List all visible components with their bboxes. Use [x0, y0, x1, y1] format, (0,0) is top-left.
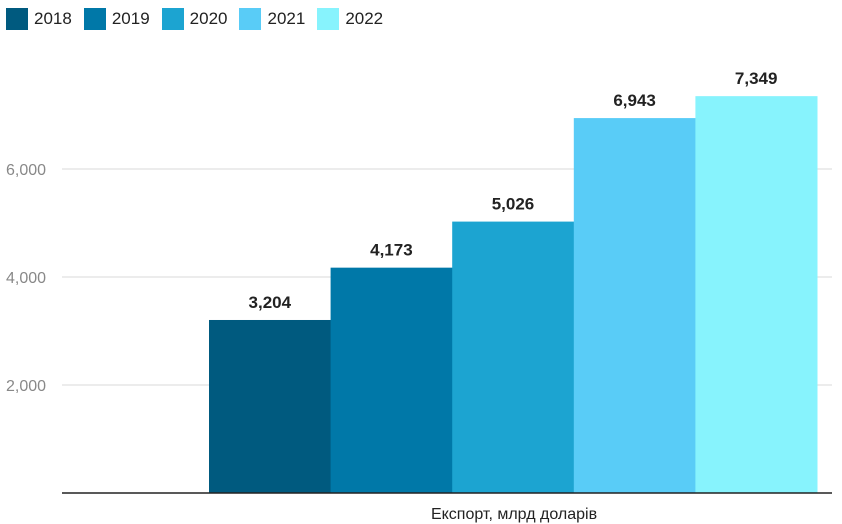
legend-label: 2021 [267, 9, 306, 28]
legend-item-2022[interactable]: 2022 [317, 8, 383, 30]
legend-item-2021[interactable]: 2021 [239, 8, 305, 30]
bar-2020 [452, 221, 575, 493]
legend-item-2019[interactable]: 2019 [83, 8, 150, 30]
y-tick-label: 2,000 [6, 378, 46, 395]
bar-value-label: 7,349 [735, 69, 778, 88]
bar-2022 [695, 96, 818, 494]
chart-legend: 2018 2019 2020 2021 2022 [6, 6, 383, 32]
legend-swatch [317, 8, 340, 30]
legend-item-2018[interactable]: 2018 [6, 8, 72, 30]
legend-label: 2018 [34, 9, 72, 28]
legend-label: 2022 [345, 9, 384, 28]
y-tick-label: 4,000 [6, 270, 46, 287]
bar-value-label: 3,204 [249, 293, 292, 312]
bar-value-label: 6,943 [613, 91, 656, 110]
legend-label: 2019 [111, 9, 150, 28]
legend-swatch [161, 8, 184, 30]
legend-swatch [239, 8, 262, 30]
bar-2018 [209, 319, 332, 493]
bar-2021 [573, 118, 696, 493]
legend-swatch [83, 8, 106, 30]
y-tick-label: 6,000 [6, 162, 46, 179]
bar-2019 [330, 267, 453, 493]
legend-swatch [6, 8, 28, 30]
bar-value-label: 5,026 [492, 195, 535, 214]
legend-label: 2020 [189, 9, 228, 28]
x-axis-label: Експорт, млрд доларів [431, 506, 597, 523]
bar-value-label: 4,173 [370, 241, 413, 260]
legend-item-2020[interactable]: 2020 [161, 8, 228, 30]
